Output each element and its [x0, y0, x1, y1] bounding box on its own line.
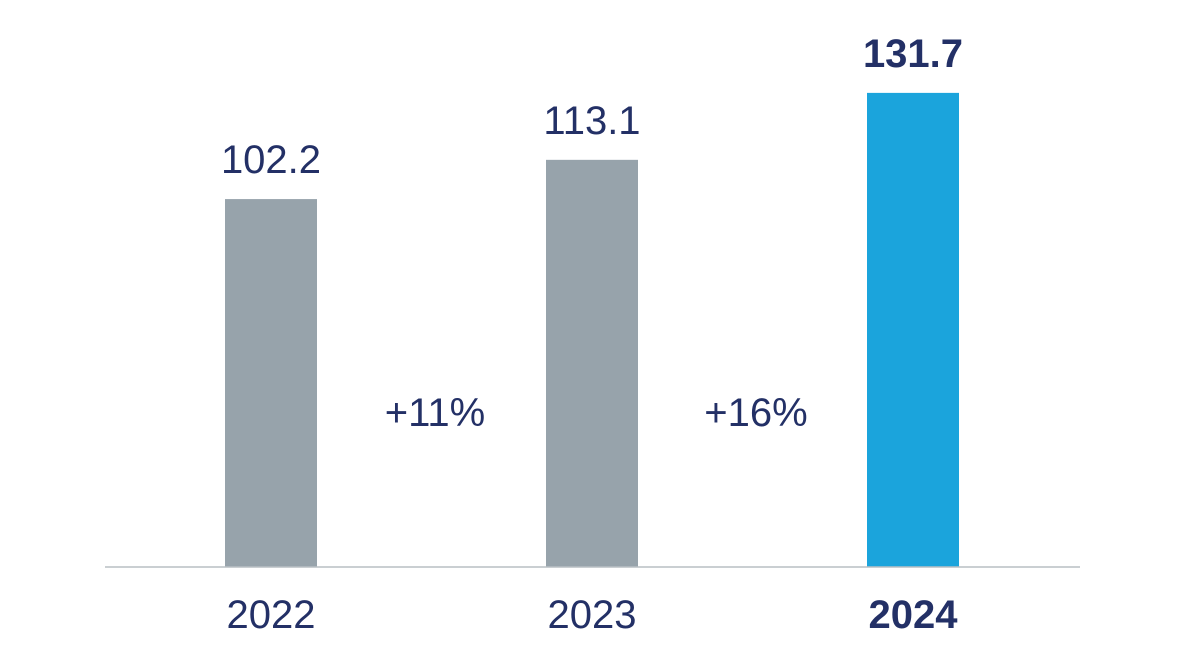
- bar-2024: [867, 92, 959, 567]
- category-label-2022: 2022: [227, 593, 316, 637]
- change-label-1: +11%: [385, 391, 485, 435]
- bar-2022: [225, 199, 317, 567]
- change-label-2: +16%: [704, 391, 807, 435]
- category-label-2024: 2024: [869, 593, 959, 637]
- category-labels-group: 2022 2023 2024: [227, 593, 959, 637]
- bar-2023: [546, 159, 638, 567]
- category-label-2023: 2023: [548, 593, 637, 637]
- value-label-2023: 113.1: [543, 99, 640, 143]
- value-label-2024: 131.7: [863, 32, 963, 76]
- value-label-2022: 102.2: [221, 138, 321, 182]
- bars-group: [225, 92, 959, 567]
- change-labels-group: +11% +16%: [385, 391, 808, 435]
- value-labels-group: 102.2 113.1 131.7: [221, 32, 963, 182]
